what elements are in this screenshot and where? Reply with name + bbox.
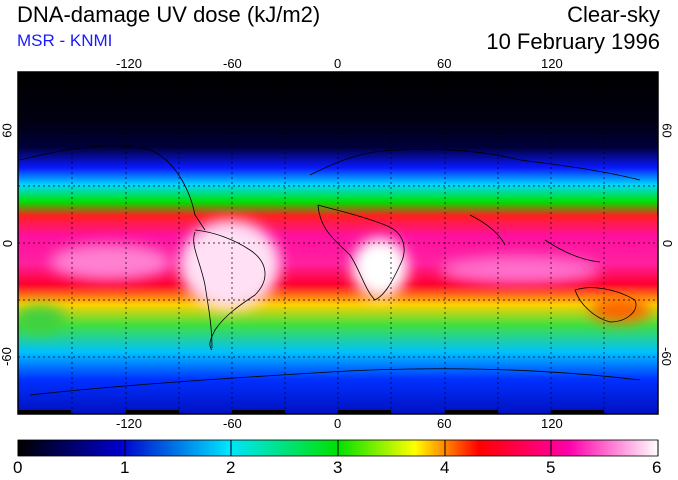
lon-label-bottom: 120 [541,416,563,431]
map-title: DNA-damage UV dose (kJ/m2) [17,2,321,27]
map-frame [17,71,659,415]
colorbar [17,439,659,457]
lon-label-bottom: -60 [223,416,242,431]
colorbar-label: 5 [546,458,556,477]
uv-field [18,72,658,414]
colorbar-label: 0 [13,458,23,477]
lon-label-top: -120 [116,56,143,71]
lat-label-left: 0 [0,239,16,248]
colorbar-label: 2 [226,458,236,477]
coastlines [19,145,641,396]
date-label: 10 February 1996 [486,29,660,54]
colorbar-label: 1 [120,458,130,477]
lon-label-bottom: 60 [437,416,452,431]
lon-label-top: -60 [223,56,242,71]
colorbar-label: 3 [333,458,343,477]
condition-label: Clear-sky [567,2,660,27]
lat-label-right: 60 [659,123,675,138]
colorbar-label: 4 [440,458,450,477]
lat-label-left: 60 [0,123,15,138]
lon-label-top: 60 [437,56,452,71]
lon-label-top: 0 [334,56,342,71]
lon-label-bottom: -120 [116,416,143,431]
source-label: MSR - KNMI [17,31,113,50]
map-gridlines [18,72,658,414]
lat-label-right: -60 [658,347,674,366]
lat-label-left: -60 [0,347,14,366]
lat-label-right: 0 [660,239,676,248]
lon-label-bottom: 0 [334,416,342,431]
lon-label-top: 120 [541,56,563,71]
colorbar-label: 6 [652,458,662,477]
